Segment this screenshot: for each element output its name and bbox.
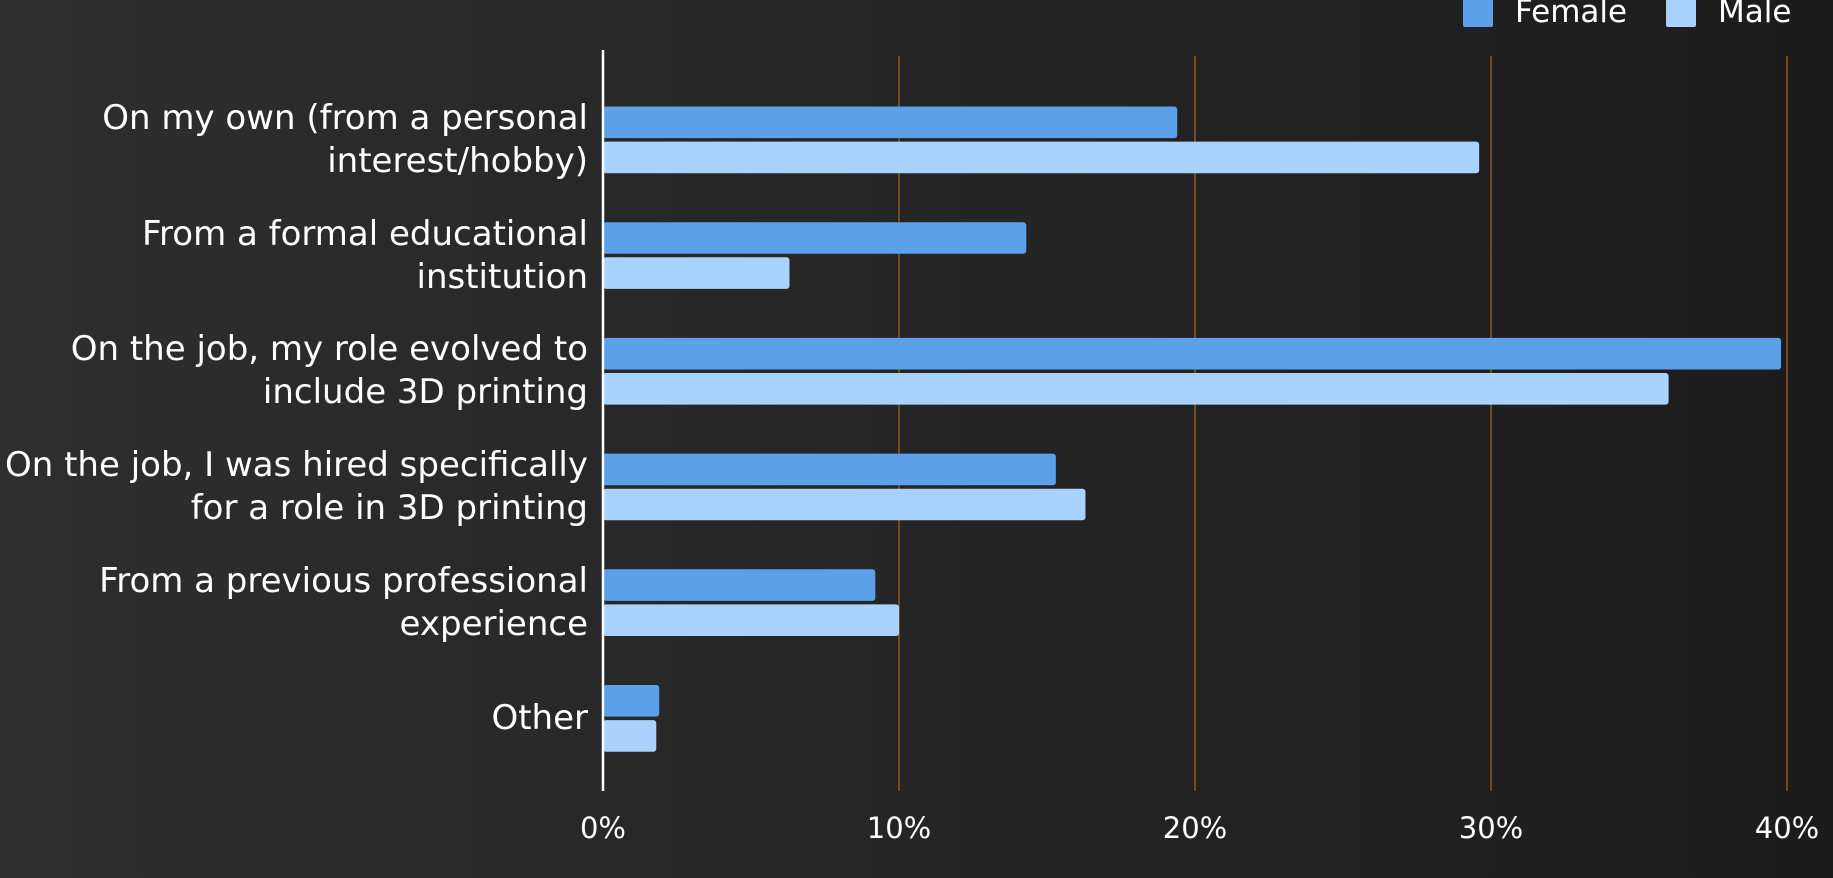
bar (603, 257, 790, 289)
x-tick-label: 30% (1459, 811, 1523, 845)
category-label: On the job, I was hired specifically for… (4, 444, 588, 528)
bar (603, 604, 899, 636)
x-tick-label: 0% (580, 811, 626, 845)
x-tick-label: 20% (1163, 811, 1227, 845)
bar (603, 106, 1178, 139)
bar (603, 488, 1086, 521)
legend-item: Male (1666, 0, 1791, 30)
x-tick-label: 40% (1755, 811, 1819, 845)
bar (603, 373, 1669, 405)
bar (603, 337, 1782, 370)
x-tick-label: 10% (867, 811, 931, 845)
legend-label: Female (1515, 0, 1628, 30)
legend-item: Female (1463, 0, 1627, 30)
category-label: From a previous professional experience (99, 560, 588, 644)
bar (603, 141, 1480, 174)
legend-label: Male (1718, 0, 1792, 30)
category-label: On my own (from a personal interest/hobb… (102, 97, 588, 181)
legend-swatch (1463, 0, 1493, 27)
category-label: Other (491, 697, 588, 738)
bar (603, 720, 657, 752)
legend-swatch (1666, 0, 1696, 27)
bar (603, 453, 1056, 486)
category-label: From a formal educational institution (141, 213, 588, 297)
category-label: On the job, my role evolved to include 3… (70, 329, 588, 413)
bar (603, 685, 660, 717)
bar (603, 569, 876, 601)
bar (603, 222, 1027, 254)
